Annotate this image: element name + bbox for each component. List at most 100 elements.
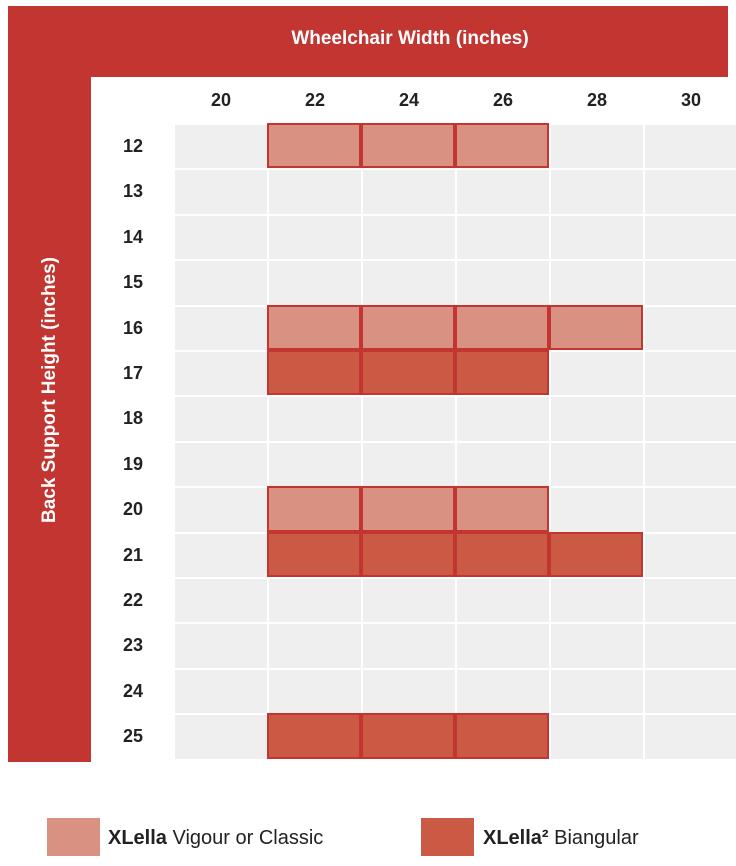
y-tick-label-19: 19 [122,453,144,474]
mark-vigour-20-26 [455,486,549,532]
x-axis-title: Wheelchair Width (inches) [291,28,529,49]
y-tick-label-23: 23 [122,635,144,656]
cell-14-28 [551,215,643,260]
legend-label-biangular-rest: Biangular [548,827,639,849]
cell-20-20 [175,488,267,532]
mark-biangular-25-22 [267,713,361,759]
y-tick-label-24: 24 [122,680,144,701]
cell-17-20 [175,352,267,396]
cell-24-28 [551,669,643,714]
mark-vigour-20-24 [361,486,455,532]
mark-vigour-16-28 [549,304,643,350]
x-tick-label-22: 22 [304,90,326,110]
y-tick-label-16: 16 [122,317,144,338]
y-tick-label-20: 20 [122,499,144,520]
x-tick-label-20: 20 [210,90,232,110]
legend-label-biangular-bold: XLella² [483,827,549,849]
cell-22-26 [457,579,549,623]
cell-15-20 [175,261,267,305]
cell-18-28 [551,397,643,441]
x-tick-label-26: 26 [492,90,514,110]
cell-25-20 [175,715,267,759]
cell-18-26 [457,397,549,441]
legend-label-biangular: XLella² Biangular [483,827,639,850]
y-tick-label-18: 18 [122,408,144,429]
cell-18-22 [269,397,361,441]
cell-19-22 [269,442,361,487]
cell-14-20 [175,215,267,260]
cell-13-26 [457,170,549,214]
cell-12-30 [645,125,736,169]
cell-15-22 [269,261,361,305]
cell-13-24 [363,170,455,214]
cell-20-30 [645,488,736,532]
cell-24-26 [457,669,549,714]
cell-22-22 [269,579,361,623]
mark-vigour-16-22 [267,304,361,350]
cell-12-28 [551,125,643,169]
cell-23-20 [175,624,267,668]
legend-label-vigour-rest: Vigour or Classic [166,827,324,849]
cell-22-28 [551,579,643,623]
cell-16-20 [175,306,267,350]
y-tick-label-12: 12 [122,136,144,156]
cell-21-20 [175,533,267,577]
cell-18-20 [175,397,267,441]
mark-biangular-17-26 [455,350,549,396]
cell-15-26 [457,261,549,305]
cell-18-30 [645,397,736,441]
legend-label-vigour: XLella Vigour or Classic [108,827,323,850]
y-axis-title: Back Support Height (inches) [38,256,60,524]
cell-23-26 [457,624,549,668]
cell-23-28 [551,624,643,668]
mark-vigour-16-26 [455,304,549,350]
cell-19-30 [645,442,736,487]
y-tick-label-13: 13 [122,181,144,202]
cell-23-22 [269,624,361,668]
cell-13-30 [645,170,736,214]
cell-23-30 [645,624,736,668]
legend-label-vigour-bold: XLella [108,827,167,849]
cell-24-24 [363,669,455,714]
y-tick-label-14: 14 [122,226,144,247]
cell-24-20 [175,669,267,714]
y-tick-label-21: 21 [122,544,144,565]
mark-vigour-20-22 [267,486,361,532]
cell-19-20 [175,442,267,487]
mark-biangular-17-24 [361,350,455,396]
mark-biangular-25-26 [455,713,549,759]
cell-22-24 [363,579,455,623]
cell-24-22 [269,669,361,714]
y-tick-label-17: 17 [122,363,144,383]
cell-12-20 [175,125,267,169]
cell-19-24 [363,442,455,487]
cell-22-20 [175,579,267,623]
mark-vigour-16-24 [361,304,455,350]
legend-swatch-vigour [47,818,100,856]
side-band [8,6,91,762]
cell-19-28 [551,442,643,487]
x-tick-label-30: 30 [680,90,702,110]
cell-13-28 [551,170,643,214]
header-band [8,6,728,77]
cell-15-24 [363,261,455,305]
cell-22-30 [645,579,736,623]
cell-14-30 [645,215,736,260]
mark-biangular-17-22 [267,350,361,396]
cell-25-28 [551,715,643,759]
cell-15-28 [551,261,643,305]
cell-21-30 [645,533,736,577]
mark-biangular-25-24 [361,713,455,759]
mark-vigour-12-26 [455,123,549,169]
y-tick-label-25: 25 [122,726,144,747]
mark-biangular-21-24 [361,531,455,577]
cell-19-26 [457,442,549,487]
cell-13-20 [175,170,267,214]
cell-14-24 [363,215,455,260]
y-tick-label-22: 22 [122,590,144,610]
mark-vigour-12-24 [361,123,455,169]
cell-16-30 [645,306,736,350]
y-tick-label-15: 15 [122,272,144,293]
mark-biangular-21-28 [549,531,643,577]
x-tick-label-28: 28 [586,90,608,110]
